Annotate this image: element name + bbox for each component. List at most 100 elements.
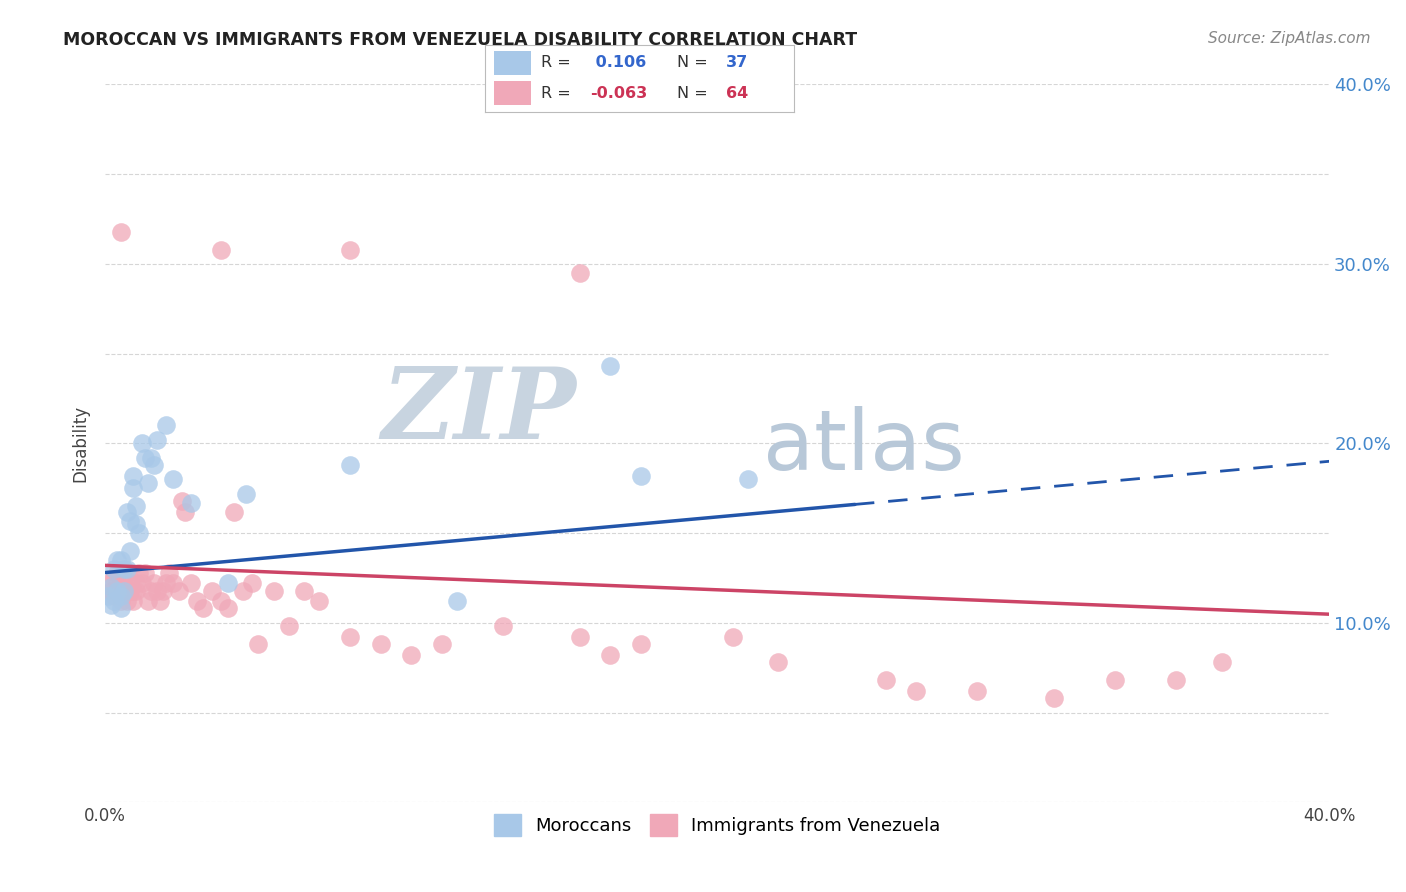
Point <box>875 673 897 688</box>
Point <box>125 517 148 532</box>
Text: atlas: atlas <box>763 407 965 487</box>
Point <box>115 504 138 518</box>
Point <box>167 583 190 598</box>
Point <box>128 526 150 541</box>
Point <box>139 583 162 598</box>
Text: 64: 64 <box>727 86 748 101</box>
Point <box>339 458 361 472</box>
Point <box>159 566 181 580</box>
Point <box>118 583 141 598</box>
Point <box>103 594 125 608</box>
Point <box>100 583 122 598</box>
Point <box>162 576 184 591</box>
Point <box>247 637 270 651</box>
Point <box>263 583 285 598</box>
Text: N =: N = <box>676 55 707 70</box>
Point <box>1104 673 1126 688</box>
Point <box>292 583 315 598</box>
Point <box>152 583 174 598</box>
Text: R =: R = <box>541 86 571 101</box>
Point <box>146 583 169 598</box>
Point <box>630 468 652 483</box>
Text: 37: 37 <box>727 55 748 70</box>
Text: ZIP: ZIP <box>381 363 576 459</box>
Point <box>370 637 392 651</box>
Point <box>134 566 156 580</box>
Point <box>737 472 759 486</box>
Point <box>180 576 202 591</box>
Point <box>110 553 132 567</box>
Legend: Moroccans, Immigrants from Venezuela: Moroccans, Immigrants from Venezuela <box>486 807 948 844</box>
Point <box>139 450 162 465</box>
Point <box>568 266 591 280</box>
Point <box>121 594 143 608</box>
Point <box>125 583 148 598</box>
Point <box>277 619 299 633</box>
Point <box>155 576 177 591</box>
Point <box>201 583 224 598</box>
Point <box>217 601 239 615</box>
Bar <box>495 51 531 75</box>
Point <box>118 514 141 528</box>
Bar <box>495 81 531 105</box>
Point <box>136 475 159 490</box>
Point <box>107 583 129 598</box>
Point <box>97 576 120 591</box>
Point <box>599 359 621 374</box>
Point <box>721 630 744 644</box>
Point <box>115 594 138 608</box>
Point <box>118 544 141 558</box>
Point <box>97 589 120 603</box>
Point <box>107 576 129 591</box>
Text: MOROCCAN VS IMMIGRANTS FROM VENEZUELA DISABILITY CORRELATION CHART: MOROCCAN VS IMMIGRANTS FROM VENEZUELA DI… <box>63 31 858 49</box>
Point <box>103 589 125 603</box>
Point <box>143 576 166 591</box>
Point <box>112 571 135 585</box>
Point <box>121 481 143 495</box>
Point <box>170 493 193 508</box>
Point <box>103 571 125 585</box>
Point <box>222 504 245 518</box>
Point <box>180 495 202 509</box>
Point <box>125 499 148 513</box>
Point <box>110 601 132 615</box>
Point <box>211 594 233 608</box>
Text: N =: N = <box>676 86 707 101</box>
Point <box>118 576 141 591</box>
Point <box>1166 673 1188 688</box>
Point <box>1043 691 1066 706</box>
Point <box>107 566 129 580</box>
Point <box>115 562 138 576</box>
Text: Source: ZipAtlas.com: Source: ZipAtlas.com <box>1208 31 1371 46</box>
Point <box>110 225 132 239</box>
Y-axis label: Disability: Disability <box>72 405 89 482</box>
Point <box>1211 655 1233 669</box>
Point <box>446 594 468 608</box>
Point <box>186 594 208 608</box>
Point <box>149 594 172 608</box>
Point <box>966 684 988 698</box>
Point <box>173 504 195 518</box>
Point <box>100 598 122 612</box>
Point <box>107 553 129 567</box>
Point <box>235 486 257 500</box>
Point <box>131 576 153 591</box>
Point <box>191 601 214 615</box>
Point <box>112 562 135 576</box>
Point <box>125 576 148 591</box>
Point <box>162 472 184 486</box>
Point <box>112 583 135 598</box>
Point <box>103 562 125 576</box>
Point <box>905 684 928 698</box>
Point <box>136 594 159 608</box>
Point <box>115 566 138 580</box>
Point <box>430 637 453 651</box>
Point <box>155 418 177 433</box>
Text: R =: R = <box>541 55 571 70</box>
Point <box>112 583 135 598</box>
Point <box>492 619 515 633</box>
Point <box>211 243 233 257</box>
Point <box>768 655 790 669</box>
Point <box>100 580 122 594</box>
Point <box>121 468 143 483</box>
